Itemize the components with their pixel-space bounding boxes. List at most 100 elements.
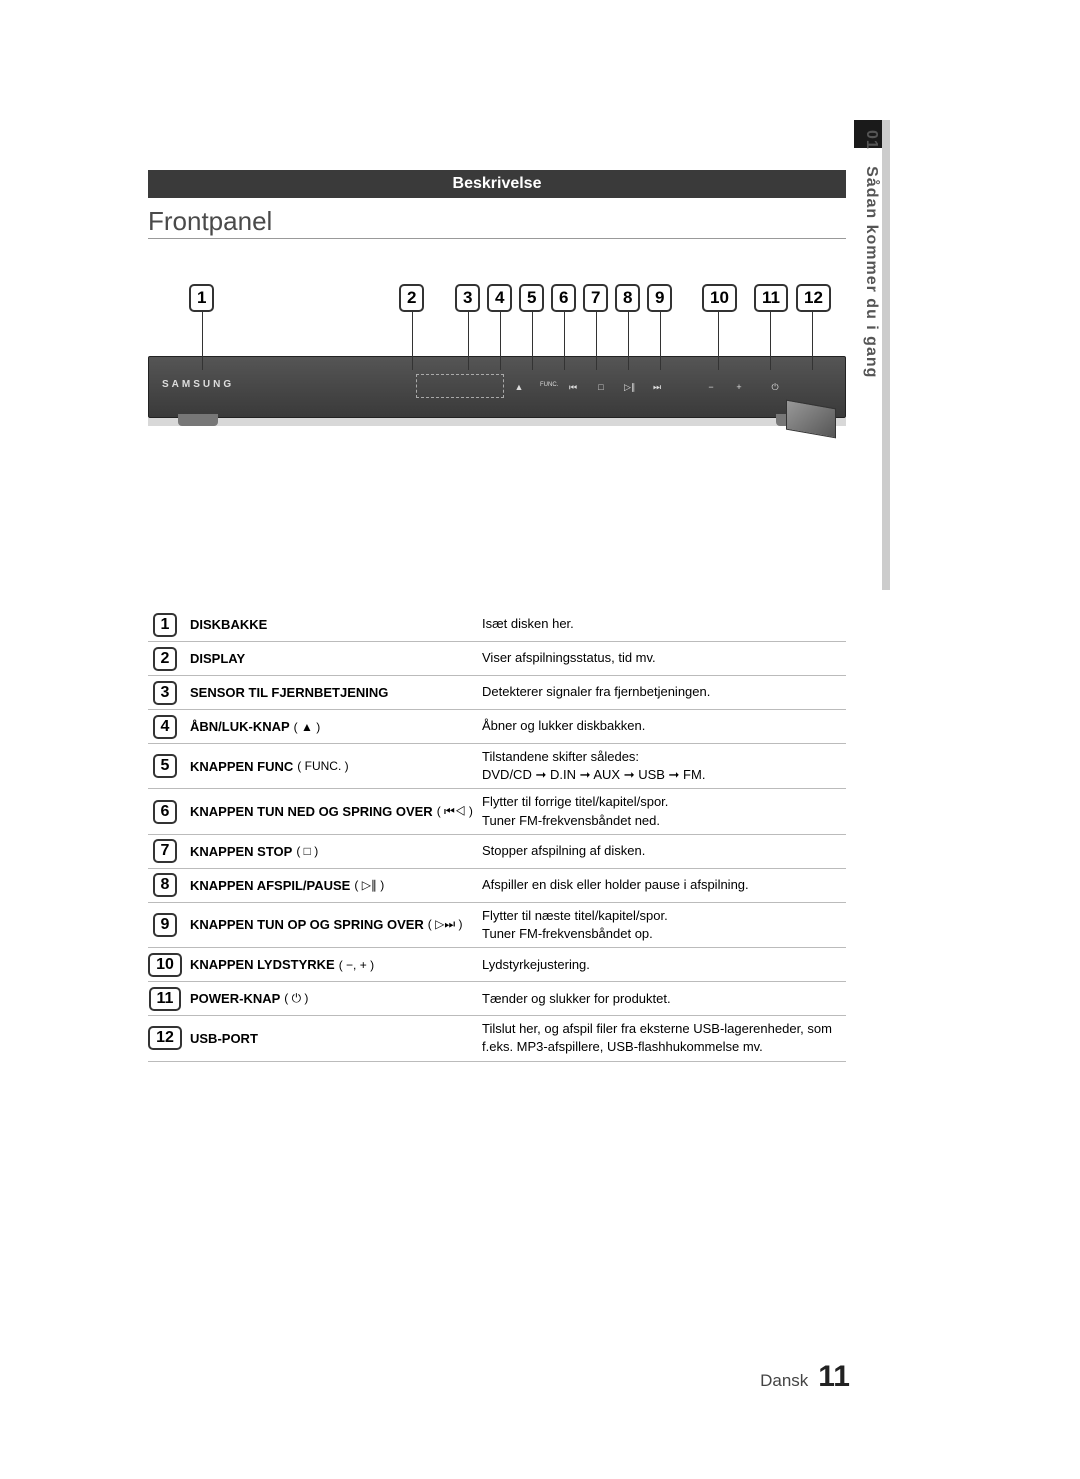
- row-label: KNAPPEN FUNC ( FUNC. ): [182, 759, 482, 774]
- row-number: 3: [153, 681, 178, 705]
- row-description: Tænder og slukker for produktet.: [482, 990, 846, 1008]
- row-number-cell: 3: [148, 681, 182, 705]
- row-number: 7: [153, 839, 178, 863]
- row-icon: ( ▲ ): [294, 720, 321, 734]
- row-label-text: KNAPPEN AFSPIL/PAUSE: [190, 878, 350, 893]
- row-number: 8: [153, 873, 178, 897]
- device-control-icon: □: [596, 382, 606, 392]
- row-label-text: KNAPPEN FUNC: [190, 759, 293, 774]
- chapter-title: 01 Sådan kommer du i gang: [862, 130, 880, 378]
- front-panel-diagram: SAMSUNG 123456789101112 ▲FUNC.⏮□▷∥⏭−+⏻: [148, 264, 846, 468]
- callout-10: 10: [702, 284, 737, 312]
- row-label: KNAPPEN TUN OP OG SPRING OVER( ▷⏭ ): [182, 917, 482, 932]
- row-label-text: ÅBN/LUK-KNAP: [190, 719, 290, 734]
- row-label: KNAPPEN LYDSTYRKE ( −, + ): [182, 957, 482, 972]
- callout-line-5: [532, 310, 533, 370]
- row-description: Åbner og lukker diskbakken.: [482, 717, 846, 735]
- row-icon: ( −, + ): [339, 958, 374, 972]
- table-row: 8KNAPPEN AFSPIL/PAUSE( ▷∥ )Afspiller en …: [148, 869, 846, 903]
- row-label: SENSOR TIL FJERNBETJENING: [182, 685, 482, 700]
- callout-line-7: [596, 310, 597, 370]
- device-display: [416, 374, 504, 398]
- row-number: 5: [153, 754, 178, 778]
- callout-line-10: [718, 310, 719, 370]
- callout-9: 9: [647, 284, 672, 312]
- row-label-text: KNAPPEN TUN NED OG SPRING OVER: [190, 804, 433, 819]
- row-label: POWER-KNAP( ⏻ ): [182, 991, 482, 1006]
- device-control-icon: ▲: [514, 382, 524, 392]
- table-row: 5 KNAPPEN FUNC ( FUNC. ) Tilstandene skifte…: [148, 744, 846, 789]
- row-label-text: KNAPPEN LYDSTYRKE: [190, 957, 335, 972]
- callout-6: 6: [551, 284, 576, 312]
- row-number-cell: 7: [148, 839, 182, 863]
- row-description: Viser afspilningsstatus, tid mv.: [482, 649, 846, 667]
- device-control-icon: FUNC.: [540, 382, 550, 392]
- row-icon: ( ▷∥ ): [354, 878, 384, 892]
- row-number: 6: [153, 800, 178, 824]
- row-description: Tilslut her, og afspil filer fra ekstern…: [482, 1020, 846, 1056]
- callout-line-2: [412, 310, 413, 370]
- row-label: DISKBAKKE: [182, 617, 482, 632]
- chapter-text: Sådan kommer du i gang: [863, 166, 880, 378]
- callout-line-1: [202, 310, 203, 370]
- callout-line-8: [628, 310, 629, 370]
- row-label: USB-PORT: [182, 1031, 482, 1046]
- row-number: 9: [153, 913, 178, 937]
- row-label: DISPLAY: [182, 651, 482, 666]
- row-label-text: USB-PORT: [190, 1031, 258, 1046]
- manual-page: 01 Sådan kommer du i gang Beskrivelse Fr…: [0, 0, 1080, 1479]
- chapter-number: 01: [863, 130, 880, 150]
- footer-language: Dansk: [760, 1371, 808, 1391]
- row-number-cell: 4: [148, 715, 182, 739]
- row-label-text: SENSOR TIL FJERNBETJENING: [190, 685, 388, 700]
- row-number-cell: 11: [148, 987, 182, 1011]
- row-number-cell: 10: [148, 953, 182, 977]
- section-header: Beskrivelse: [148, 170, 846, 198]
- row-number: 4: [153, 715, 178, 739]
- row-number-cell: 1: [148, 613, 182, 637]
- table-row: 2 DISPLAYViser afspilningsstatus, tid mv.: [148, 642, 846, 676]
- row-icon: ( □ ): [296, 844, 318, 858]
- row-icon: ( ▷⏭ ): [428, 917, 463, 932]
- table-row: 1DISKBAKKEIsæt disken her.: [148, 608, 846, 642]
- device-shadow: [148, 418, 846, 426]
- row-number: 12: [148, 1026, 182, 1050]
- device-control-icon: +: [734, 382, 744, 392]
- row-description: Lydstyrkejustering.: [482, 956, 846, 974]
- callout-11: 11: [754, 284, 788, 312]
- page-footer: Dansk 11: [760, 1360, 850, 1394]
- row-icon: ( FUNC. ): [297, 759, 348, 773]
- callout-3: 3: [455, 284, 480, 312]
- callout-line-12: [812, 310, 813, 370]
- footer-page-number: 11: [818, 1360, 850, 1394]
- description-table: 1DISKBAKKEIsæt disken her. 2 DISPLAYViser …: [148, 608, 846, 1062]
- row-label: KNAPPEN TUN NED OG SPRING OVER ( ⏮◁ ): [182, 804, 482, 819]
- row-number-cell: 2: [148, 647, 182, 671]
- row-label: KNAPPEN AFSPIL/PAUSE ( ▷∥ ): [182, 878, 482, 893]
- callout-line-3: [468, 310, 469, 370]
- callout-line-11: [770, 310, 771, 370]
- row-number: 2: [153, 647, 178, 671]
- row-description: Tilstandene skifter således:DVD/CD ➞ D.I…: [482, 748, 846, 784]
- row-label-text: KNAPPEN STOP: [190, 844, 292, 859]
- row-description: Isæt disken her.: [482, 615, 846, 633]
- table-row: 6KNAPPEN TUN NED OG SPRING OVER( ⏮◁ )Fly…: [148, 789, 846, 834]
- row-description: Detekterer signaler fra fjernbetjeningen…: [482, 683, 846, 701]
- brand-logo: SAMSUNG: [162, 379, 234, 390]
- table-row: 7 KNAPPEN STOP ( □ ) Stopper afspilning af …: [148, 835, 846, 869]
- device-control-icon: −: [706, 382, 716, 392]
- row-description: Stopper afspilning af disken.: [482, 842, 846, 860]
- table-row: 9KNAPPEN TUN OP OG SPRING OVER( ▷⏭ )Flyt…: [148, 903, 846, 948]
- row-number: 10: [148, 953, 182, 977]
- device-control-icon: ⏭: [652, 382, 662, 392]
- title-rule: [148, 238, 846, 239]
- row-icon: ( ⏮◁ ): [437, 804, 473, 819]
- callout-8: 8: [615, 284, 640, 312]
- table-row: 3 SENSOR TIL FJERNBETJENING Detekterer sig…: [148, 676, 846, 710]
- device-foot-left: [178, 414, 218, 426]
- row-label-text: POWER-KNAP: [190, 991, 280, 1006]
- callout-7: 7: [583, 284, 608, 312]
- row-number-cell: 8: [148, 873, 182, 897]
- table-row: 12 USB-PORT Tilslut her, og afspil filer f…: [148, 1016, 846, 1061]
- row-number: 11: [149, 987, 182, 1011]
